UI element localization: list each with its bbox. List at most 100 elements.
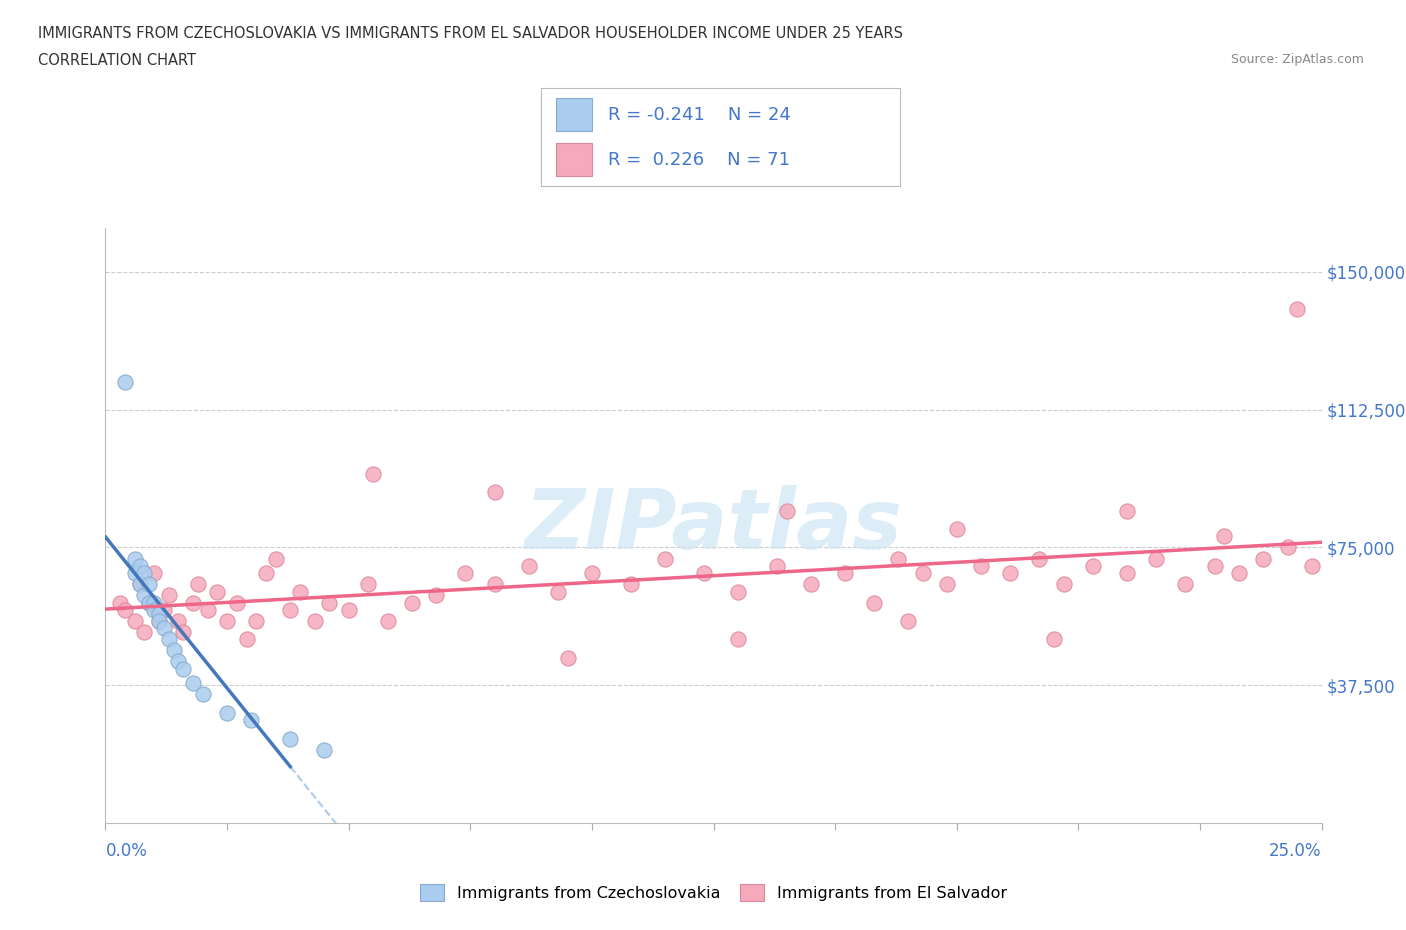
Point xyxy=(162,643,184,658)
Point xyxy=(581,565,603,580)
Point xyxy=(863,595,886,610)
Point xyxy=(377,614,399,629)
Point xyxy=(484,577,506,591)
Point xyxy=(167,654,190,669)
Point xyxy=(547,584,569,599)
Point xyxy=(207,584,229,599)
Point xyxy=(181,595,204,610)
Point xyxy=(654,551,676,566)
Point xyxy=(357,577,380,591)
Point xyxy=(240,712,263,727)
Point xyxy=(143,565,166,580)
Point xyxy=(911,565,934,580)
Point xyxy=(138,595,160,610)
Point xyxy=(1301,558,1323,573)
Point xyxy=(153,603,176,618)
Point xyxy=(1286,301,1309,316)
Text: ZIPatlas: ZIPatlas xyxy=(524,485,903,566)
Point xyxy=(1028,551,1050,566)
Point xyxy=(1043,631,1066,646)
Point xyxy=(887,551,910,566)
Point xyxy=(425,588,447,603)
Point xyxy=(897,614,920,629)
Point xyxy=(1227,565,1250,580)
Text: Source: ZipAtlas.com: Source: ZipAtlas.com xyxy=(1230,53,1364,66)
Point xyxy=(1251,551,1274,566)
Point xyxy=(1174,577,1197,591)
Text: IMMIGRANTS FROM CZECHOSLOVAKIA VS IMMIGRANTS FROM EL SALVADOR HOUSEHOLDER INCOME: IMMIGRANTS FROM CZECHOSLOVAKIA VS IMMIGR… xyxy=(38,26,903,41)
Point xyxy=(1053,577,1076,591)
Point xyxy=(114,603,136,618)
Point xyxy=(138,595,160,610)
Point xyxy=(304,614,326,629)
Bar xyxy=(555,143,592,177)
Point xyxy=(217,705,239,720)
Point xyxy=(1144,551,1167,566)
Point xyxy=(138,577,160,591)
Bar xyxy=(555,99,592,131)
Point xyxy=(361,467,384,482)
Point xyxy=(225,595,247,610)
Text: R = -0.241    N = 24: R = -0.241 N = 24 xyxy=(607,106,790,124)
Point xyxy=(191,687,214,702)
Text: CORRELATION CHART: CORRELATION CHART xyxy=(38,53,195,68)
Point xyxy=(314,742,336,757)
Point xyxy=(128,558,150,573)
Point xyxy=(727,584,749,599)
Point xyxy=(484,485,506,499)
Point xyxy=(318,595,340,610)
Point xyxy=(1000,565,1022,580)
Point xyxy=(108,595,131,610)
Point xyxy=(936,577,959,591)
Point xyxy=(517,558,540,573)
Point xyxy=(128,577,150,591)
Point xyxy=(143,603,166,618)
Text: 25.0%: 25.0% xyxy=(1270,842,1322,860)
Point xyxy=(693,565,716,580)
Point xyxy=(197,603,219,618)
Point xyxy=(235,631,257,646)
Point xyxy=(775,503,797,518)
Point xyxy=(181,676,204,691)
Point xyxy=(157,588,180,603)
Point xyxy=(620,577,643,591)
Point xyxy=(765,558,787,573)
Point xyxy=(288,584,311,599)
Point xyxy=(143,595,166,610)
Point xyxy=(557,650,579,665)
Point xyxy=(1116,503,1139,518)
Point xyxy=(148,606,170,621)
Point xyxy=(1081,558,1104,573)
Point xyxy=(1204,558,1226,573)
Point xyxy=(172,661,194,676)
Point xyxy=(800,577,823,591)
Point xyxy=(945,522,967,537)
Point xyxy=(134,565,156,580)
Point xyxy=(254,565,277,580)
Point xyxy=(128,577,150,591)
Point xyxy=(278,731,301,746)
Point xyxy=(1116,565,1139,580)
Point xyxy=(167,614,190,629)
Point xyxy=(114,375,136,390)
Point xyxy=(970,558,993,573)
Point xyxy=(1213,529,1236,544)
Point xyxy=(1277,540,1299,555)
Point xyxy=(834,565,856,580)
Point xyxy=(134,588,156,603)
Point xyxy=(124,565,146,580)
Point xyxy=(124,551,146,566)
Point xyxy=(727,631,749,646)
Point xyxy=(187,577,209,591)
Point xyxy=(148,614,170,629)
Text: R =  0.226    N = 71: R = 0.226 N = 71 xyxy=(607,151,790,168)
Point xyxy=(264,551,287,566)
Point xyxy=(245,614,267,629)
Point xyxy=(148,614,170,629)
Point xyxy=(153,621,176,636)
Point xyxy=(454,565,477,580)
Point xyxy=(337,603,360,618)
Point xyxy=(124,614,146,629)
Point xyxy=(401,595,423,610)
Point xyxy=(157,631,180,646)
